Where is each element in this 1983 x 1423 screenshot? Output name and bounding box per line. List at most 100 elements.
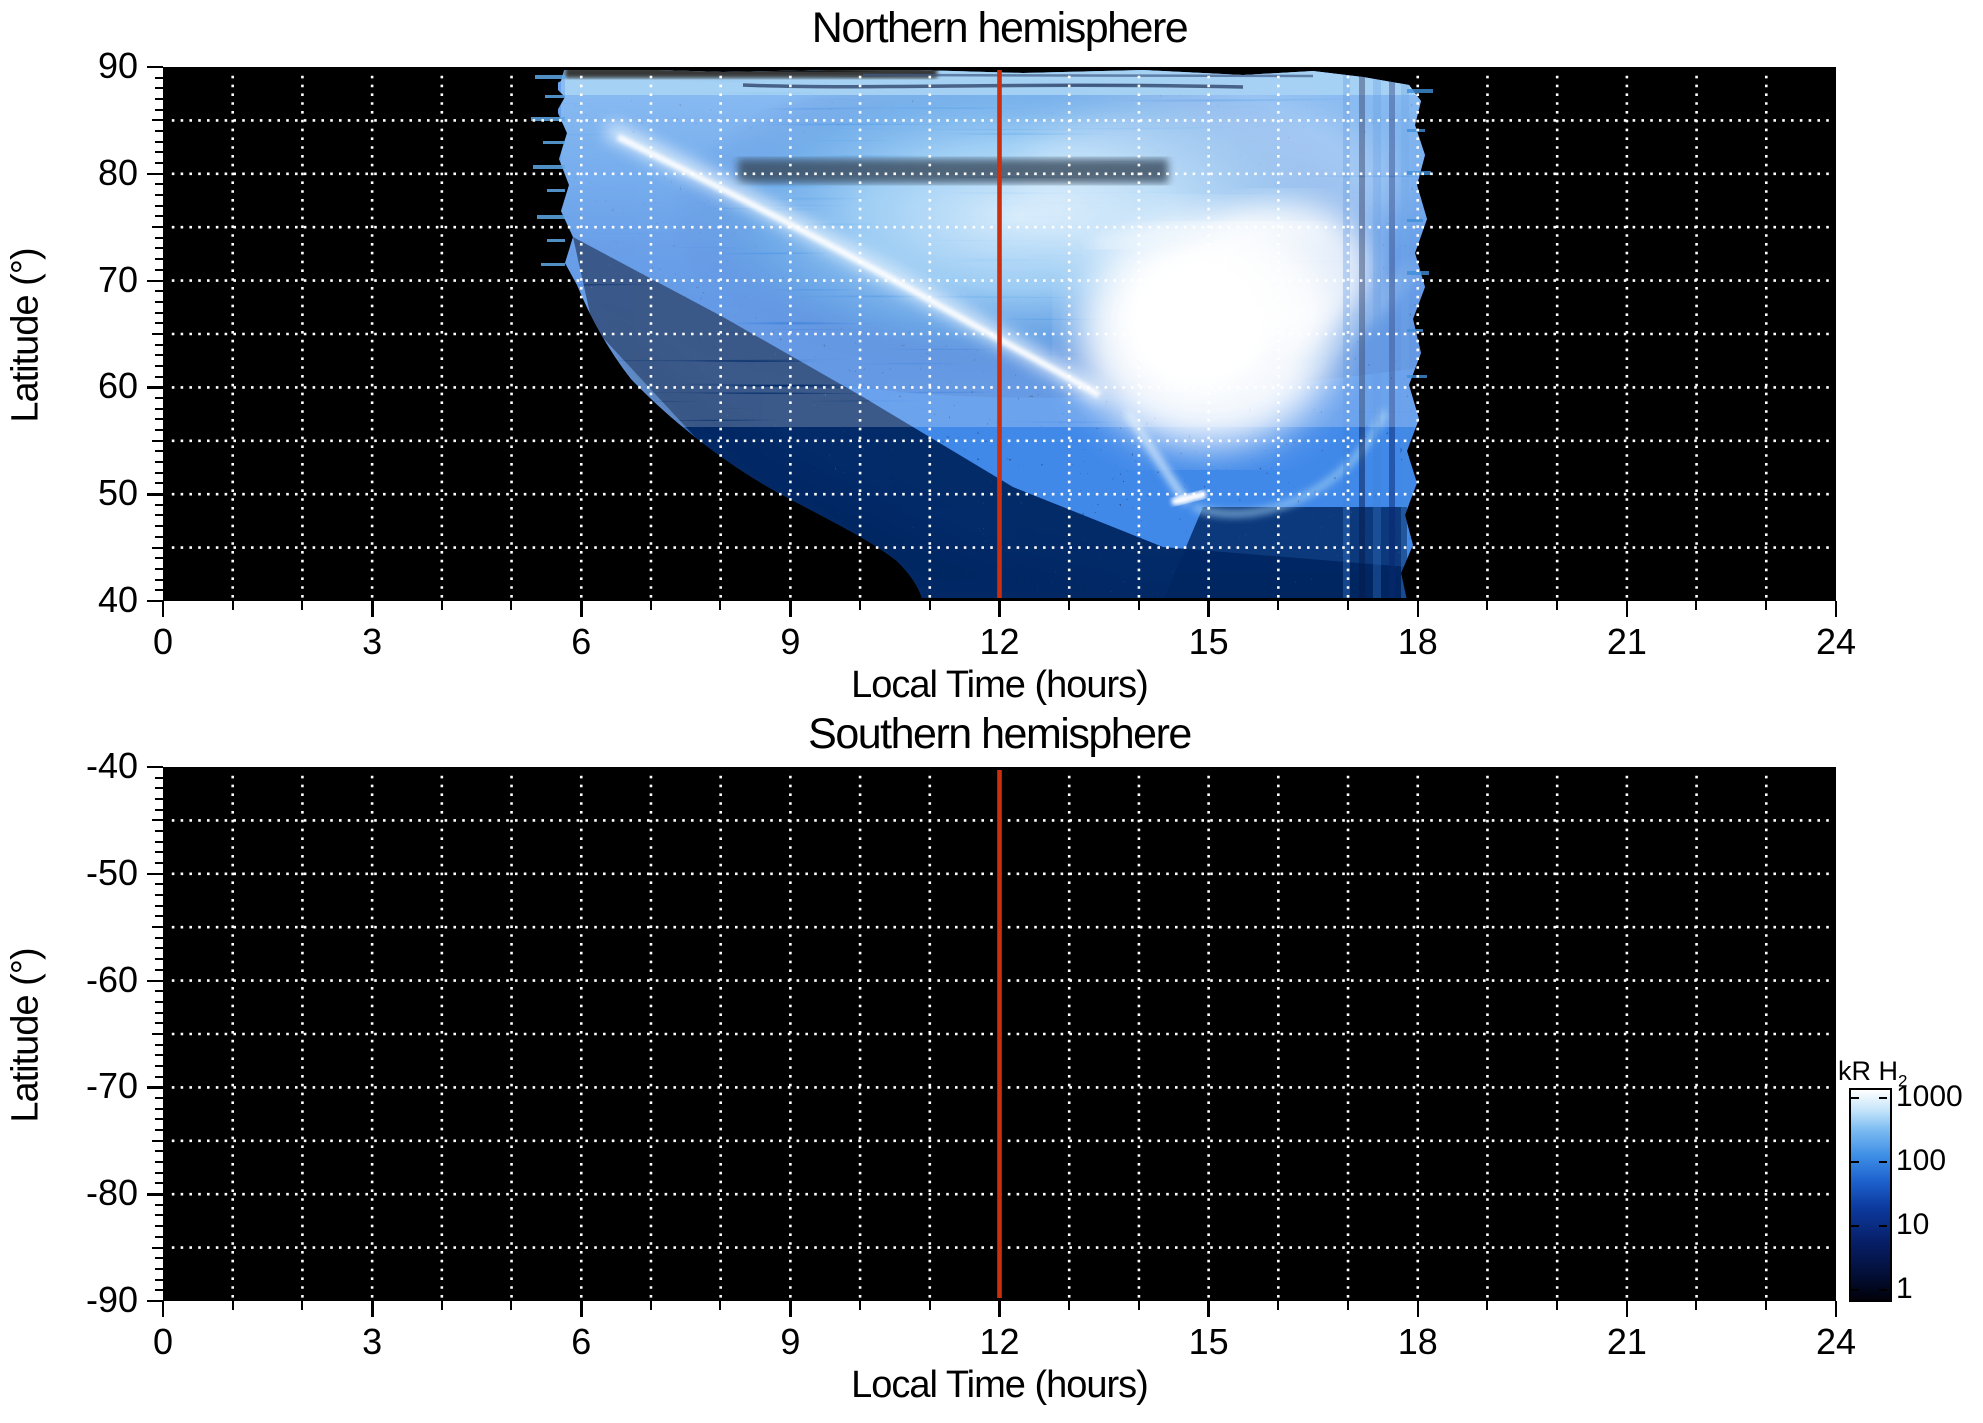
y-tick (152, 119, 163, 122)
y-tick (155, 204, 163, 207)
y-tick (155, 407, 163, 410)
y-tick (155, 482, 163, 485)
y-tick (155, 915, 163, 918)
y-tick (155, 375, 163, 378)
south-heatmap-panel (163, 767, 1836, 1301)
colorbar-tick (1879, 1289, 1887, 1291)
y-tick (155, 1235, 163, 1238)
y-tick (155, 514, 163, 517)
y-tick (152, 546, 163, 549)
x-tick (301, 1301, 304, 1310)
x-tick-label: 18 (1397, 621, 1438, 662)
y-tick (155, 578, 163, 581)
colorbar-tick (1879, 1097, 1887, 1099)
y-tick (155, 1107, 163, 1110)
y-tick (147, 172, 163, 176)
x-tick (301, 601, 304, 610)
x-tick (1346, 1301, 1349, 1310)
colorbar-tick-label: 1000 (1896, 1080, 1963, 1113)
y-tick (155, 97, 163, 100)
y-tick (155, 1064, 163, 1067)
y-tick (155, 894, 163, 897)
y-tick (155, 322, 163, 325)
x-tick-label: 0 (152, 1321, 174, 1362)
x-tick (649, 1301, 652, 1310)
y-tick (155, 311, 163, 314)
y-tick (155, 1171, 163, 1174)
x-tick (1486, 601, 1489, 610)
y-tick (155, 958, 163, 961)
y-tick (147, 1193, 163, 1196)
x-tick (440, 601, 443, 610)
colorbar-tick-label: 1 (1896, 1272, 1913, 1305)
y-tick (155, 1118, 163, 1121)
y-tick (155, 503, 163, 506)
y-tick (155, 1043, 163, 1046)
y-tick (155, 1022, 163, 1025)
y-tick (155, 787, 163, 790)
y-tick (155, 535, 163, 538)
x-tick (1068, 601, 1070, 610)
x-tick (998, 601, 1001, 617)
y-tick (155, 108, 163, 111)
y-tick (152, 226, 163, 229)
x-tick (580, 1301, 583, 1317)
y-tick (155, 1182, 163, 1185)
x-tick (1555, 601, 1558, 610)
y-tick (155, 525, 163, 528)
y-tick (155, 1214, 163, 1217)
y-tick (155, 354, 163, 357)
y-tick-label: -70 (85, 1065, 138, 1107)
x-tick (1068, 1301, 1070, 1310)
colorbar-tick (1851, 1289, 1859, 1291)
x-tick (510, 601, 513, 610)
x-tick (1137, 1301, 1140, 1310)
y-tick (155, 183, 163, 186)
y-tick (155, 1161, 163, 1164)
x-tick (719, 601, 722, 610)
north-ylabel: Latitude (°) (4, 248, 47, 423)
x-tick (440, 1301, 443, 1310)
y-tick (147, 1299, 163, 1303)
x-tick-label: 9 (780, 621, 801, 662)
y-tick (155, 236, 163, 239)
y-tick (152, 1246, 163, 1249)
y-tick (155, 883, 163, 886)
x-tick (1695, 601, 1698, 610)
colorbar-tick (1851, 1161, 1859, 1163)
y-tick (155, 1129, 163, 1132)
y-tick (155, 1203, 163, 1206)
y-tick (155, 1289, 163, 1292)
y-tick-label: -60 (85, 958, 138, 1000)
x-tick (370, 601, 374, 617)
x-tick (858, 1301, 861, 1310)
y-tick (152, 439, 163, 442)
x-tick (928, 601, 931, 610)
y-tick (155, 1096, 163, 1099)
south-panel-title: Southern hemisphere (808, 710, 1192, 758)
south-panel-border (163, 767, 1836, 1301)
x-tick-label: 12 (979, 1321, 1020, 1362)
south-xlabel: Local Time (hours) (851, 1364, 1149, 1406)
y-tick (147, 765, 163, 769)
y-tick (155, 343, 163, 346)
x-tick (1625, 1301, 1629, 1317)
x-tick (510, 1301, 513, 1310)
x-tick (231, 1301, 234, 1310)
x-tick (1207, 1301, 1211, 1317)
x-tick (1416, 1301, 1420, 1317)
y-tick-label: 50 (97, 472, 138, 514)
y-tick-label: 60 (97, 365, 138, 407)
y-tick-label: 40 (97, 579, 138, 620)
x-tick (1277, 601, 1280, 610)
x-tick (1416, 601, 1420, 617)
y-tick (155, 840, 163, 843)
y-tick (147, 872, 163, 876)
y-tick (155, 290, 163, 293)
y-tick (155, 151, 163, 154)
x-tick (1555, 1301, 1558, 1310)
y-tick (155, 162, 163, 165)
x-tick-label: 6 (571, 621, 592, 662)
y-tick (155, 1075, 163, 1078)
